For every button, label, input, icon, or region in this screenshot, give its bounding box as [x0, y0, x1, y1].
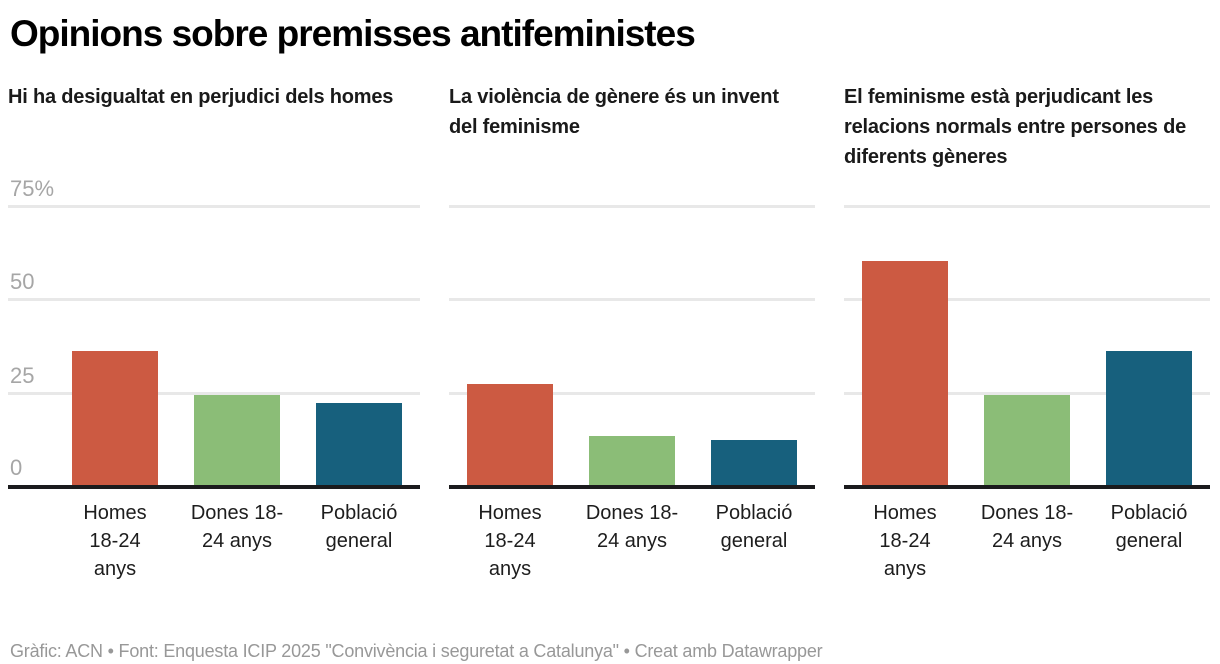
- bar-poblacio-general: [316, 403, 402, 485]
- y-axis-tick-25: 25: [10, 363, 35, 388]
- y-axis-tick-75: 75%: [10, 176, 55, 201]
- category-label-poblacio-general: Població general: [715, 502, 793, 552]
- category-label-homes-18-24-anys: Homes 18-24 anys: [873, 502, 937, 580]
- bar-dones-18-24-anys: [984, 395, 1070, 485]
- gridline-75: [8, 205, 420, 208]
- panel-chart: [844, 205, 1210, 489]
- bar-group: [844, 209, 1210, 485]
- category-label-homes-18-24-anys: Homes 18-24 anys: [478, 502, 542, 580]
- chart-panel-2: La violència de gènere és un invent del …: [449, 82, 815, 583]
- page-title: Opinions sobre premisses antifeministes: [10, 13, 696, 54]
- bar-homes-18-24-anys: [467, 384, 553, 485]
- category-label-dones-18-24-anys: Dones 18- 24 anys: [980, 502, 1074, 552]
- gridline-75: [844, 205, 1210, 208]
- chart-panel-3: El feminisme està perjudicant les relaci…: [844, 82, 1210, 583]
- gridline-75: [449, 205, 815, 208]
- y-axis-tick-50: 50: [10, 269, 35, 294]
- gridline-50: [844, 298, 1210, 301]
- category-label-poblacio-general: Població general: [1110, 502, 1188, 552]
- bar-dones-18-24-anys: [194, 395, 280, 485]
- category-labels: Homes 18-24 anys Dones 18- 24 anys Poblaci…: [449, 499, 815, 583]
- panel-title: La violència de gènere és un invent del …: [449, 86, 779, 138]
- panel-chart: [449, 205, 815, 489]
- bar-group: [449, 209, 815, 485]
- category-labels: Homes 18-24 anys Dones 18- 24 anys Poblaci…: [54, 499, 420, 583]
- panel-title: El feminisme està perjudicant les relaci…: [844, 86, 1187, 168]
- gridline-25: [449, 392, 815, 395]
- gridline-50: [8, 298, 420, 301]
- category-label-poblacio-general: Població general: [320, 502, 398, 552]
- bar-slot-dones-18-24-anys: [176, 209, 298, 485]
- panel-chart: 0 25 50 75%: [8, 178, 420, 489]
- chart-panel-1: Hi ha desigualtat en perjudici dels home…: [8, 82, 420, 583]
- bar-slot-poblacio-general: [298, 209, 420, 485]
- bar-group: [54, 209, 420, 485]
- bar-poblacio-general: [711, 440, 797, 485]
- bar-poblacio-general: [1106, 351, 1192, 485]
- gridline-25: [844, 392, 1210, 395]
- bar-slot-dones-18-24-anys: [966, 209, 1088, 485]
- y-axis-tick-0: 0: [10, 455, 23, 480]
- category-labels: Homes 18-24 anys Dones 18- 24 anys Poblaci…: [844, 499, 1210, 583]
- bar-slot-dones-18-24-anys: [571, 209, 693, 485]
- bar-slot-homes-18-24-anys: [844, 209, 966, 485]
- bar-slot-homes-18-24-anys: [449, 209, 571, 485]
- category-label-homes-18-24-anys: Homes 18-24 anys: [83, 502, 147, 580]
- bar-homes-18-24-anys: [862, 261, 948, 485]
- bar-dones-18-24-anys: [589, 436, 675, 485]
- category-label-dones-18-24-anys: Dones 18- 24 anys: [585, 502, 679, 552]
- bar-slot-homes-18-24-anys: [54, 209, 176, 485]
- bar-homes-18-24-anys: [72, 351, 158, 485]
- category-label-dones-18-24-anys: Dones 18- 24 anys: [190, 502, 284, 552]
- credit-line: Gràfic: ACN • Font: Enquesta ICIP 2025 "…: [10, 641, 823, 661]
- bar-slot-poblacio-general: [693, 209, 815, 485]
- gridline-25: [8, 392, 420, 395]
- panel-title: Hi ha desigualtat en perjudici dels home…: [8, 86, 394, 108]
- chart-page: Opinions sobre premisses antifeministes …: [0, 12, 1220, 664]
- bar-slot-poblacio-general: [1088, 209, 1210, 485]
- panels: Hi ha desigualtat en perjudici dels home…: [8, 82, 1220, 583]
- gridline-50: [449, 298, 815, 301]
